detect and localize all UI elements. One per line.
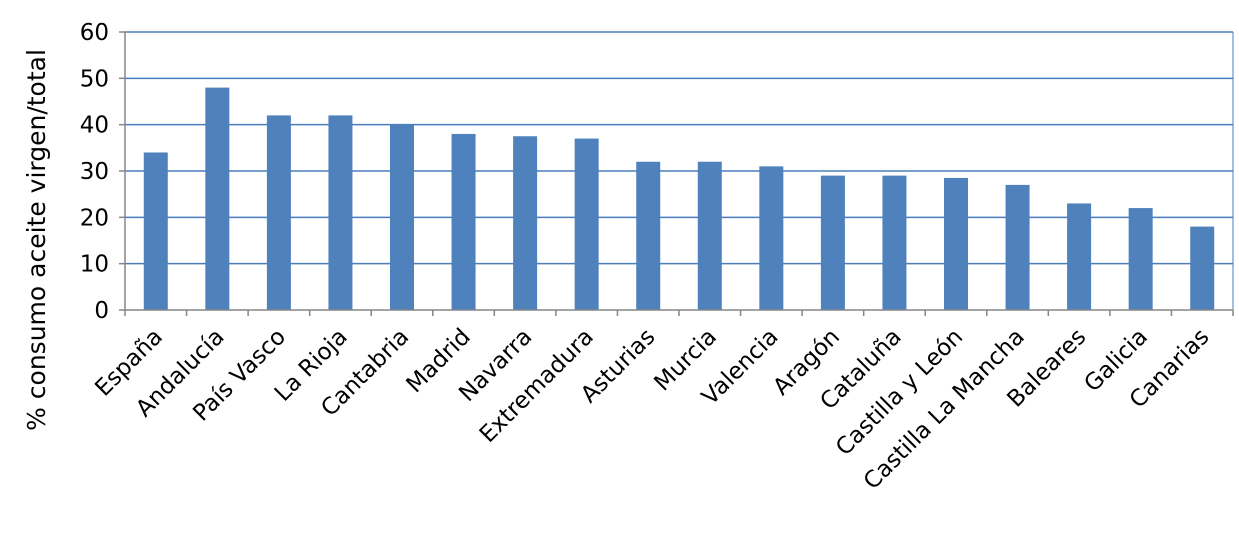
axes — [119, 31, 1234, 316]
bar-castilla-y-león — [944, 177, 968, 310]
bar-cataluña — [882, 175, 907, 310]
y-tick-label: 0 — [94, 298, 109, 324]
y-tick-label: 30 — [80, 159, 109, 185]
bar-canarias — [1190, 226, 1215, 310]
y-tick-label: 60 — [80, 20, 109, 46]
y-tick-label: 40 — [80, 113, 109, 139]
bar-andalucía — [205, 87, 230, 310]
bars — [143, 87, 1215, 311]
bar-extremadura — [574, 138, 599, 310]
bar-madrid — [451, 133, 476, 310]
y-tick-labels: 0 10 20 30 40 50 60 — [80, 20, 109, 324]
y-tick-label: 50 — [80, 66, 109, 92]
bar-murcia — [697, 161, 722, 310]
bar-aragón — [820, 175, 845, 310]
bar-navarra — [513, 136, 538, 310]
gridlines — [125, 31, 1233, 265]
bar-galicia — [1128, 208, 1153, 310]
bar-españa — [143, 152, 168, 310]
bar-baleares — [1067, 203, 1092, 310]
bar-cantabria — [390, 124, 414, 311]
bar-la-rioja — [328, 115, 353, 311]
bar-país-vasco — [266, 115, 291, 311]
bar-castilla-la-mancha — [1005, 184, 1030, 310]
y-tick-label: 20 — [80, 205, 109, 231]
bar-valencia — [759, 166, 784, 310]
y-tick-label: 10 — [80, 252, 109, 278]
bar-asturias — [636, 161, 661, 310]
y-axis-title: % consumo aceite virgen/total — [22, 49, 51, 431]
